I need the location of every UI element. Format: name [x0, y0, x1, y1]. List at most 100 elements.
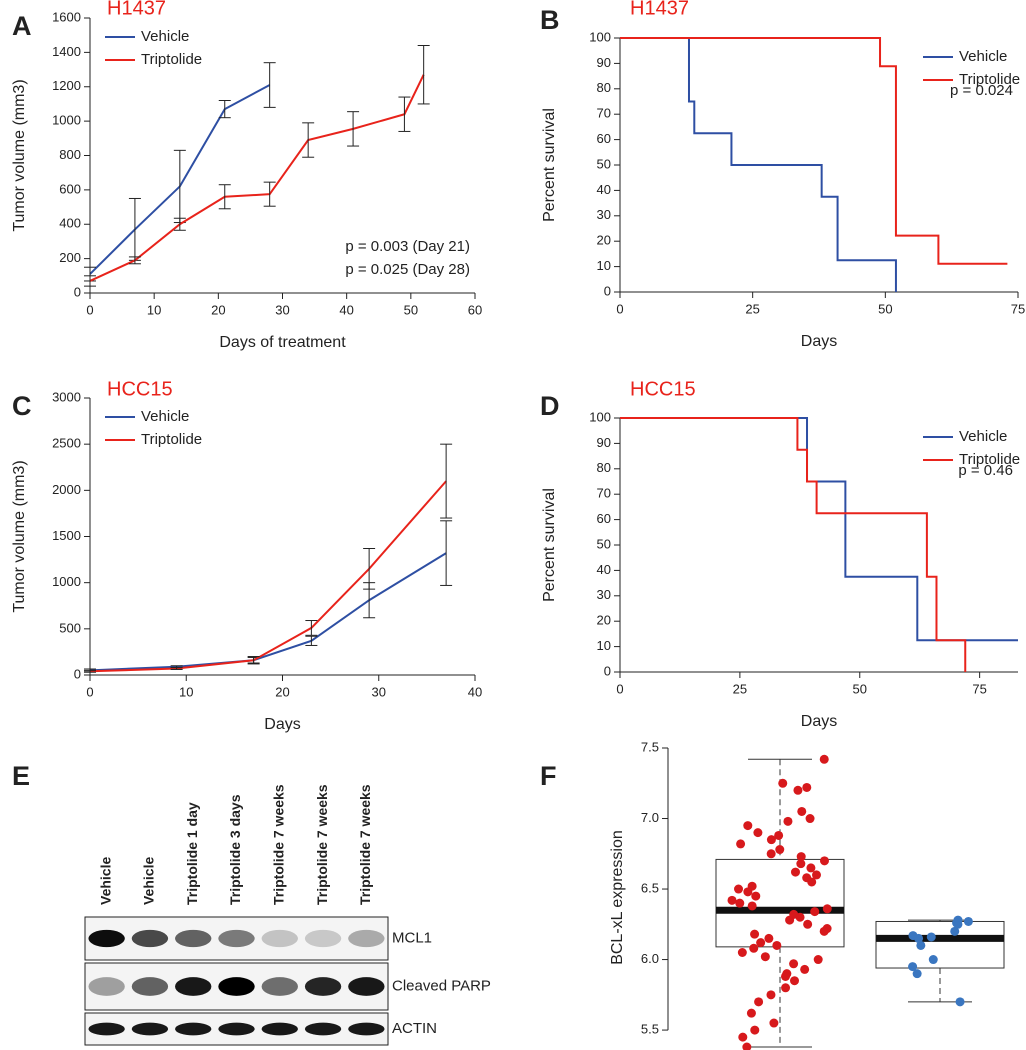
x-tick-label: 75 [972, 681, 986, 696]
error-bar [173, 149, 186, 224]
y-axis-label: Percent survival [541, 108, 558, 222]
error-bar [128, 197, 141, 261]
band [88, 1022, 125, 1036]
data-point [811, 870, 821, 880]
data-point [810, 907, 820, 917]
error-bar [398, 96, 411, 132]
legend-label: Vehicle [141, 408, 189, 425]
data-point [819, 754, 829, 764]
y-tick-label: 1000 [52, 574, 81, 589]
panel-letter: A [12, 11, 32, 41]
error-bar [417, 45, 430, 105]
error-bar [218, 100, 231, 119]
band [175, 929, 212, 948]
x-tick-label: 30 [372, 684, 386, 699]
y-tick-label: 30 [597, 587, 611, 602]
error-bar [305, 620, 318, 636]
panel-title: H1437 [107, 0, 166, 19]
error-bar [170, 667, 183, 670]
y-tick-label: 0 [74, 666, 81, 681]
error-bar [363, 548, 376, 590]
band [131, 1022, 169, 1036]
band [304, 977, 342, 996]
data-point [769, 1018, 779, 1028]
y-tick-label: 400 [59, 216, 81, 231]
band [218, 929, 255, 948]
x-tick-label: 60 [468, 302, 482, 317]
y-tick-label: 70 [597, 106, 611, 121]
y-axis-label: BCL-xL expression [609, 830, 626, 965]
x-tick-label: 50 [404, 302, 418, 317]
y-tick-label: 40 [597, 182, 611, 197]
data-point [736, 839, 746, 849]
data-point [955, 997, 965, 1007]
y-axis-label: Tumor volume (mm3) [11, 79, 28, 231]
row-label: ACTIN [392, 1020, 437, 1037]
data-point [805, 814, 815, 824]
data-point [796, 852, 806, 862]
y-tick-label: 60 [597, 511, 611, 526]
lane-label: Vehicle [141, 857, 157, 905]
error-bar [263, 62, 276, 108]
y-tick-label: 600 [59, 181, 81, 196]
y-tick-label: 7.0 [641, 810, 659, 825]
x-tick-label: 25 [745, 301, 759, 316]
lane-label: Triptolide 3 days [227, 794, 243, 905]
annotation: p = 0.46 [958, 462, 1013, 479]
data-point [928, 955, 938, 965]
y-tick-label: 200 [59, 250, 81, 265]
survival-curve [620, 37, 1008, 265]
data-point [819, 926, 829, 936]
data-point [813, 955, 823, 965]
data-point [775, 845, 785, 855]
y-tick-label: 30 [597, 207, 611, 222]
y-tick-label: 20 [597, 613, 611, 628]
legend-label: Triptolide [141, 51, 202, 68]
y-tick-label: 50 [597, 156, 611, 171]
data-point [785, 915, 795, 925]
annotation: p = 0.025 (Day 28) [345, 261, 470, 278]
y-tick-label: 90 [597, 435, 611, 450]
band [261, 929, 298, 948]
y-tick-label: 0 [74, 284, 81, 299]
band [348, 977, 385, 996]
x-tick-label: 0 [86, 684, 93, 699]
x-tick-label: 40 [339, 302, 353, 317]
data-point [738, 1032, 748, 1042]
legend-label: Vehicle [959, 428, 1007, 445]
data-point [912, 969, 922, 979]
x-tick-label: 10 [147, 302, 161, 317]
data-point [822, 904, 832, 914]
survival-curve [620, 417, 1018, 642]
error-bar [128, 256, 141, 265]
y-tick-label: 60 [597, 131, 611, 146]
band [218, 1022, 255, 1036]
y-tick-label: 800 [59, 147, 81, 162]
y-tick-label: 20 [597, 233, 611, 248]
data-point [751, 891, 761, 901]
data-point [802, 782, 812, 792]
data-point [819, 856, 829, 866]
x-tick-label: 50 [878, 301, 892, 316]
x-tick-label: 0 [86, 302, 93, 317]
data-point [950, 926, 960, 936]
data-point [754, 997, 764, 1007]
x-axis-label: Days [801, 333, 837, 350]
y-tick-label: 1000 [52, 113, 81, 128]
data-point [953, 919, 963, 929]
data-point [743, 821, 753, 831]
data-point [764, 933, 774, 943]
y-tick-label: 90 [597, 55, 611, 70]
band [348, 929, 385, 948]
error-bar [440, 443, 453, 519]
error-bar [440, 520, 453, 586]
x-tick-label: 30 [275, 302, 289, 317]
lane-label: Vehicle [97, 857, 113, 905]
data-point [766, 990, 776, 1000]
data-point [772, 940, 782, 950]
band [304, 1022, 342, 1036]
lane-label: Triptolide 7 weeks [357, 784, 373, 905]
y-tick-label: 500 [59, 620, 81, 635]
data-point [750, 929, 760, 939]
